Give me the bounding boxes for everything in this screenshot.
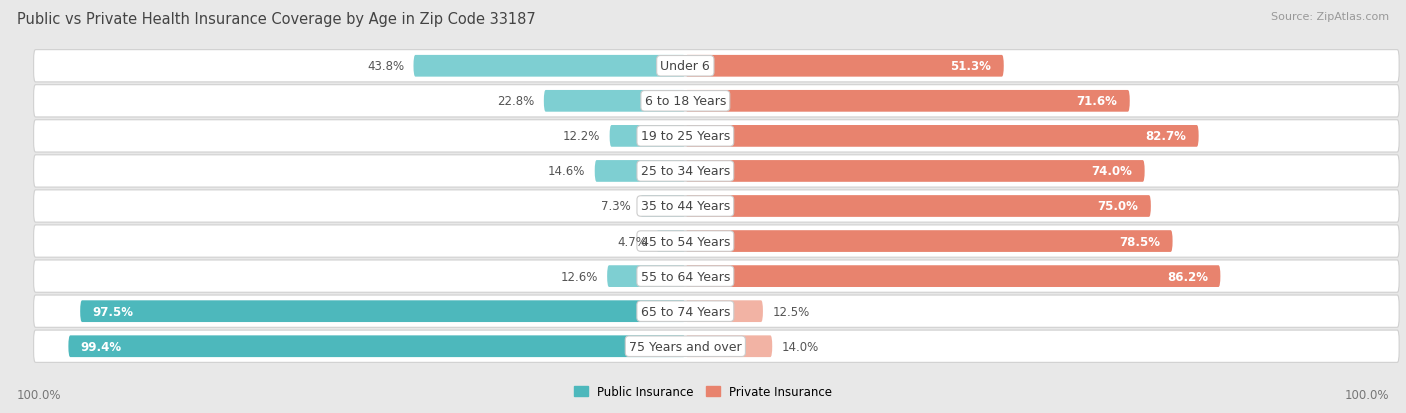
Text: 86.2%: 86.2%: [1167, 270, 1208, 283]
Text: Under 6: Under 6: [661, 60, 710, 73]
FancyBboxPatch shape: [685, 91, 1130, 112]
Text: 45 to 54 Years: 45 to 54 Years: [641, 235, 730, 248]
Text: 7.3%: 7.3%: [600, 200, 631, 213]
FancyBboxPatch shape: [34, 85, 1399, 118]
FancyBboxPatch shape: [685, 126, 1199, 147]
Text: 12.2%: 12.2%: [562, 130, 600, 143]
Text: 99.4%: 99.4%: [80, 340, 122, 353]
FancyBboxPatch shape: [685, 335, 772, 357]
FancyBboxPatch shape: [413, 56, 685, 78]
FancyBboxPatch shape: [34, 190, 1399, 223]
FancyBboxPatch shape: [685, 161, 1144, 183]
Text: 12.6%: 12.6%: [561, 270, 598, 283]
Text: 55 to 64 Years: 55 to 64 Years: [641, 270, 730, 283]
FancyBboxPatch shape: [80, 301, 685, 322]
Text: 19 to 25 Years: 19 to 25 Years: [641, 130, 730, 143]
Text: 22.8%: 22.8%: [498, 95, 534, 108]
Text: 74.0%: 74.0%: [1091, 165, 1132, 178]
Text: Source: ZipAtlas.com: Source: ZipAtlas.com: [1271, 12, 1389, 22]
Text: 25 to 34 Years: 25 to 34 Years: [641, 165, 730, 178]
Legend: Public Insurance, Private Insurance: Public Insurance, Private Insurance: [569, 381, 837, 403]
Text: 35 to 44 Years: 35 to 44 Years: [641, 200, 730, 213]
FancyBboxPatch shape: [34, 225, 1399, 258]
FancyBboxPatch shape: [34, 50, 1399, 83]
FancyBboxPatch shape: [34, 121, 1399, 153]
Text: 4.7%: 4.7%: [617, 235, 647, 248]
Text: 6 to 18 Years: 6 to 18 Years: [645, 95, 725, 108]
Text: 100.0%: 100.0%: [17, 388, 62, 401]
Text: 65 to 74 Years: 65 to 74 Years: [641, 305, 730, 318]
FancyBboxPatch shape: [34, 330, 1399, 363]
Text: 43.8%: 43.8%: [367, 60, 404, 73]
FancyBboxPatch shape: [685, 196, 1152, 217]
FancyBboxPatch shape: [685, 230, 1173, 252]
FancyBboxPatch shape: [34, 260, 1399, 292]
FancyBboxPatch shape: [34, 155, 1399, 188]
Text: 12.5%: 12.5%: [772, 305, 810, 318]
FancyBboxPatch shape: [69, 335, 685, 357]
FancyBboxPatch shape: [34, 295, 1399, 328]
Text: 14.0%: 14.0%: [782, 340, 818, 353]
FancyBboxPatch shape: [595, 161, 685, 183]
FancyBboxPatch shape: [544, 91, 685, 112]
FancyBboxPatch shape: [657, 230, 685, 252]
FancyBboxPatch shape: [685, 56, 1004, 78]
FancyBboxPatch shape: [607, 266, 685, 287]
Text: 75.0%: 75.0%: [1098, 200, 1139, 213]
Text: 82.7%: 82.7%: [1146, 130, 1187, 143]
Text: 78.5%: 78.5%: [1119, 235, 1160, 248]
Text: 97.5%: 97.5%: [93, 305, 134, 318]
Text: 14.6%: 14.6%: [548, 165, 585, 178]
FancyBboxPatch shape: [610, 126, 685, 147]
Text: Public vs Private Health Insurance Coverage by Age in Zip Code 33187: Public vs Private Health Insurance Cover…: [17, 12, 536, 27]
Text: 71.6%: 71.6%: [1077, 95, 1118, 108]
FancyBboxPatch shape: [640, 196, 685, 217]
FancyBboxPatch shape: [685, 301, 763, 322]
Text: 75 Years and over: 75 Years and over: [628, 340, 741, 353]
Text: 100.0%: 100.0%: [1344, 388, 1389, 401]
FancyBboxPatch shape: [685, 266, 1220, 287]
Text: 51.3%: 51.3%: [950, 60, 991, 73]
